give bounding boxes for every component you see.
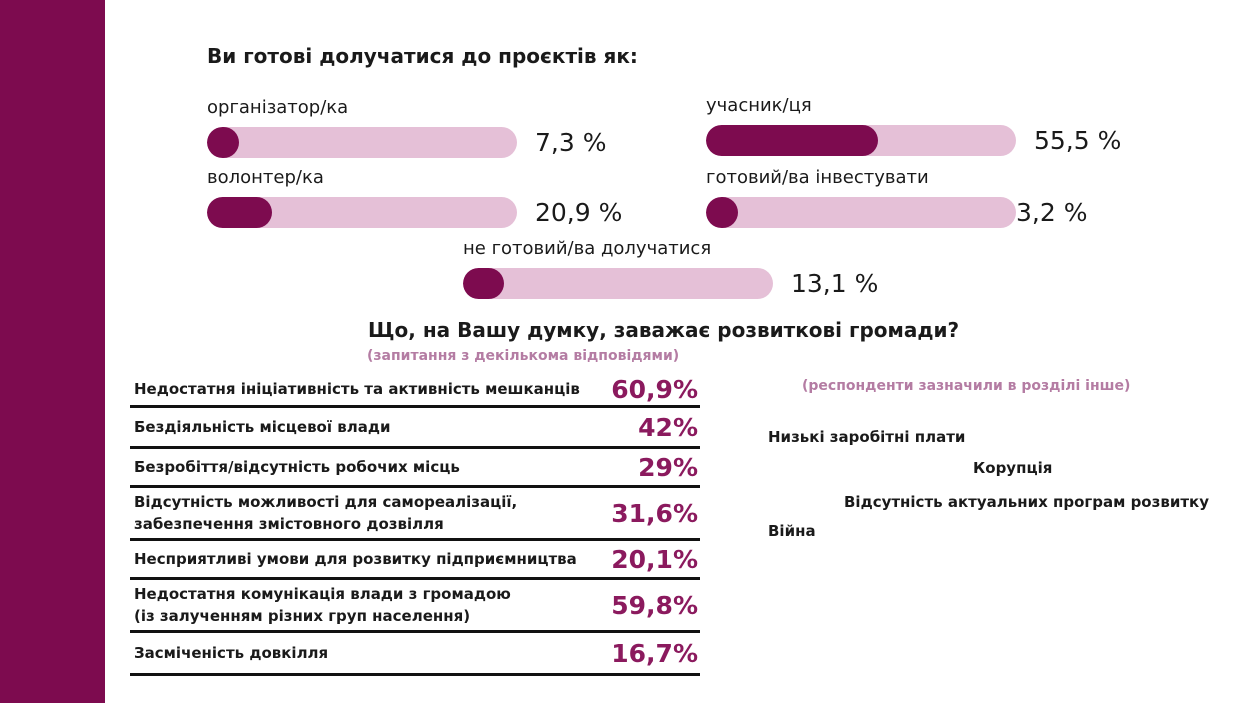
other-item: Низькі заробітні плати	[768, 428, 966, 446]
table-row: Недостатня ініціативність та активність …	[130, 373, 700, 408]
bar-label: не готовий/ва долучатися	[463, 238, 712, 259]
bar-label: організатор/ка	[207, 97, 349, 118]
table-row: Безробіття/відсутність робочих місць 29%	[130, 449, 700, 488]
table-row: Бездіяльність місцевої влади 42%	[130, 408, 700, 449]
table-row: Засміченість довкілля 16,7%	[130, 633, 700, 676]
bar-fill	[463, 268, 504, 299]
row-percentage: 20,1%	[611, 544, 698, 574]
other-item: Війна	[768, 522, 816, 540]
other-item: Корупція	[973, 459, 1053, 477]
row-label: Недостатня ініціативність та активність …	[134, 380, 580, 398]
table-row: Відсутність можливості для самореалізаці…	[130, 488, 700, 541]
other-item: Відсутність актуальних програм розвитку	[844, 493, 1209, 511]
bar-value-label: 7,3 %	[535, 128, 607, 157]
bar-label: волонтер/ка	[207, 167, 324, 188]
table-row: Недостатня комунікація влади з громадою …	[130, 580, 700, 633]
other-note: (респонденти зазначили в розділі інше)	[802, 378, 1131, 394]
row-label: Несприятливі умови для розвитку підприєм…	[134, 550, 577, 568]
chart-subtitle-obstacles: (запитання з декількома відповідями)	[367, 348, 680, 364]
bar-track	[706, 125, 1016, 156]
bar-track	[207, 127, 517, 158]
bar-value-label: 20,9 %	[535, 198, 623, 227]
bar-fill	[706, 197, 738, 228]
table-row: Несприятливі умови для розвитку підприєм…	[130, 541, 700, 580]
row-label: Недостатня комунікація влади з громадою …	[134, 585, 511, 625]
sidebar-accent-strip	[0, 0, 105, 703]
chart-title-participation: Ви готові долучатися до проєктів як:	[207, 44, 638, 68]
row-percentage: 59,8%	[611, 590, 698, 620]
row-percentage: 16,7%	[611, 638, 698, 668]
bar-value-label: 3,2 %	[1016, 198, 1088, 227]
row-percentage: 31,6%	[611, 498, 698, 528]
bar-label: готовий/ва інвестувати	[706, 167, 929, 188]
obstacles-table: Недостатня ініціативність та активність …	[130, 373, 700, 676]
bar-value-label: 13,1 %	[791, 269, 879, 298]
row-percentage: 60,9%	[611, 374, 698, 404]
chart-title-obstacles: Що, на Вашу думку, заважає розвиткові гр…	[368, 318, 960, 342]
row-percentage: 42%	[638, 412, 698, 442]
bar-track	[706, 197, 1016, 228]
row-label: Відсутність можливості для самореалізаці…	[134, 493, 518, 533]
row-percentage: 29%	[638, 452, 698, 482]
row-label: Засміченість довкілля	[134, 644, 329, 662]
bar-value-label: 55,5 %	[1034, 126, 1122, 155]
bar-fill	[207, 127, 239, 158]
bar-fill	[207, 197, 272, 228]
row-label: Бездіяльність місцевої влади	[134, 418, 391, 436]
bar-track	[463, 268, 773, 299]
bar-label: учасник/ця	[706, 95, 812, 116]
bar-fill	[706, 125, 879, 156]
row-label: Безробіття/відсутність робочих місць	[134, 458, 460, 476]
bar-track	[207, 197, 517, 228]
